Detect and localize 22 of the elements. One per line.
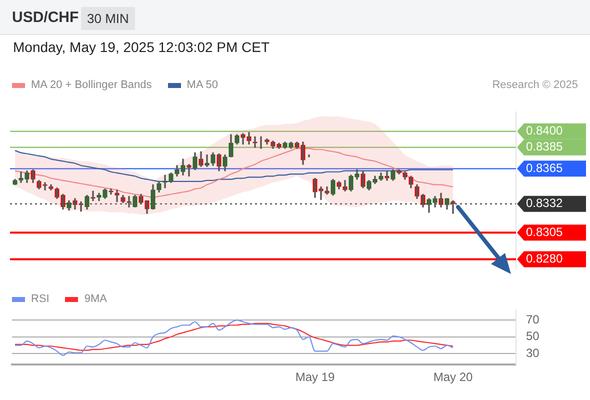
text: 30 MIN [81,7,135,30]
y-tick-label: 0.8280 [526,252,564,266]
y-tick-label: 0.8305 [526,224,564,239]
y-tick-label: 0.8385 [526,140,564,154]
line-series [14,320,454,356]
line-series [14,150,454,182]
x-tick-label: May 20 [433,370,473,384]
legend-label: 9MA [84,293,107,305]
y-tick-label: 0.8365 [526,160,564,175]
line-series [14,322,454,351]
y-tick-label: 0.8400 [526,124,564,138]
legend-label: MA 50 [186,79,218,91]
y-tick-label: 70 [526,312,540,326]
chart-title: USD/CHF [12,9,79,26]
y-tick-label: 30 [526,346,540,360]
text: Research © 2025 [492,79,578,91]
y-tick-label: 0.8332 [526,196,564,210]
x-tick-label: May 19 [295,370,335,384]
legend-label: RSI [31,293,50,305]
y-tick-label: 50 [526,329,540,344]
chart-subtitle: Monday, May 19, 2025 12:03:02 PM CET [13,39,270,55]
legend-label: MA 20 + Bollinger Bands [31,79,152,91]
